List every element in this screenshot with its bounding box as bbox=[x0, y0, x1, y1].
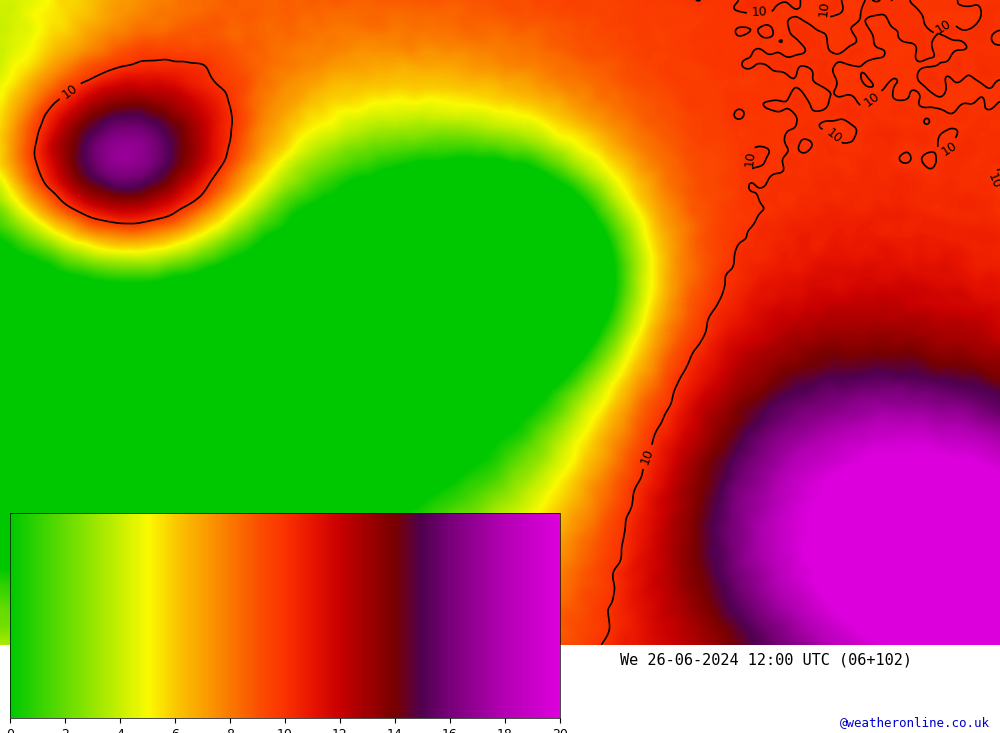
Text: 10: 10 bbox=[743, 150, 758, 167]
Text: We 26-06-2024 12:00 UTC (06+102): We 26-06-2024 12:00 UTC (06+102) bbox=[620, 652, 912, 667]
Text: 10: 10 bbox=[60, 81, 80, 101]
Text: Isotachs Spread mean+σ [%] ECMWF: Isotachs Spread mean+σ [%] ECMWF bbox=[10, 652, 302, 667]
Text: 10: 10 bbox=[939, 139, 959, 159]
Text: 10: 10 bbox=[639, 447, 656, 466]
Text: @weatheronline.co.uk: @weatheronline.co.uk bbox=[840, 715, 990, 729]
Text: 10: 10 bbox=[985, 171, 1000, 191]
Text: 10: 10 bbox=[751, 5, 768, 18]
Text: 10: 10 bbox=[823, 125, 844, 146]
Text: 10: 10 bbox=[861, 89, 882, 109]
Text: 10: 10 bbox=[934, 18, 954, 37]
Text: 10: 10 bbox=[816, 0, 831, 17]
